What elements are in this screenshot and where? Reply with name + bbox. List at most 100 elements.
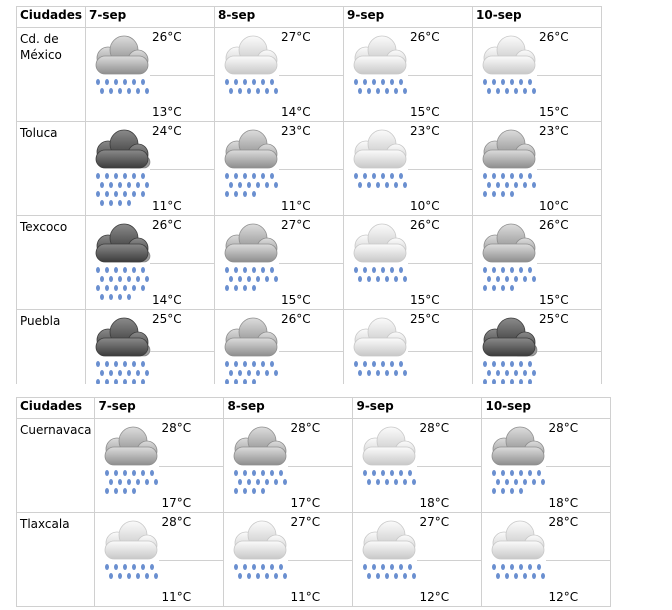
weather-cell xyxy=(343,215,409,310)
raindrop xyxy=(492,470,497,476)
raindrop xyxy=(519,361,524,367)
raindrop xyxy=(528,79,533,85)
city-name: Texcoco xyxy=(15,215,87,310)
city-name: Toluca xyxy=(15,121,87,216)
raindrop xyxy=(487,276,492,282)
raindrop xyxy=(234,564,239,570)
raindrop xyxy=(118,294,123,300)
raindrop xyxy=(492,361,497,367)
raindrop xyxy=(270,564,275,570)
raindrop xyxy=(229,370,234,376)
raindrop xyxy=(136,573,141,579)
raindrop xyxy=(109,182,114,188)
raindrop xyxy=(358,370,363,376)
raindrop xyxy=(270,470,275,476)
raindrop xyxy=(225,361,230,367)
raindrop xyxy=(394,182,399,188)
raindrop xyxy=(100,200,105,206)
raindrop xyxy=(505,88,510,94)
raindrop xyxy=(234,79,239,85)
forecast-table-1: Ciudades 7-sep 8-sep 9-sep 10-sep Cd. de Méxi… xyxy=(15,6,603,397)
raindrop xyxy=(243,79,248,85)
raindrop xyxy=(145,573,150,579)
raindrop xyxy=(238,276,243,282)
raindrop xyxy=(510,173,515,179)
raindrop xyxy=(381,267,386,273)
raindrop xyxy=(532,182,537,188)
raindrop xyxy=(483,79,488,85)
raindrop xyxy=(225,379,230,385)
raindrop xyxy=(354,267,359,273)
raindrop xyxy=(501,488,506,494)
raindrop xyxy=(114,285,119,291)
raindrop xyxy=(252,285,257,291)
temperature-cell: 26°C10°C xyxy=(279,309,345,397)
raindrop xyxy=(109,294,114,300)
raindrop xyxy=(505,276,510,282)
raindrop xyxy=(141,379,146,385)
raindrop xyxy=(145,370,150,376)
raindrop xyxy=(537,564,542,570)
weather-cell xyxy=(214,121,280,216)
weather-cell xyxy=(481,512,547,607)
raindrop xyxy=(123,488,128,494)
raindrop xyxy=(510,379,515,385)
raindrop xyxy=(114,267,119,273)
temperature-cell: 28°C 17°C xyxy=(288,418,354,513)
header-row: Ciudades 7-sep 8-sep 9-sep 10-sep xyxy=(15,397,612,419)
temperature-divider xyxy=(408,350,473,352)
min-temperature: 12°C xyxy=(419,590,450,604)
raindrop xyxy=(109,370,114,376)
raindrop xyxy=(132,488,137,494)
raindrop xyxy=(274,370,279,376)
raindrop xyxy=(234,191,239,197)
raindrop xyxy=(487,182,492,188)
raindrop xyxy=(247,573,252,579)
raindrop xyxy=(243,361,248,367)
raindrop xyxy=(519,79,524,85)
max-temperature: 28°C xyxy=(419,421,450,435)
table-row: Puebla 25°C10°C 26°C10°C 25°C11°C 25°C11°C xyxy=(15,309,603,397)
raindrop xyxy=(372,564,377,570)
header-row: Ciudades 7-sep 8-sep 9-sep 10-sep xyxy=(15,6,603,28)
weather-cell xyxy=(472,27,538,122)
temperature-divider xyxy=(537,168,602,170)
raindrop xyxy=(528,564,533,570)
temperature-cell: 27°C 12°C xyxy=(417,512,483,607)
max-temperature: 27°C xyxy=(419,515,450,529)
raindrop xyxy=(385,573,390,579)
raindrop xyxy=(261,361,266,367)
raindrop xyxy=(265,573,270,579)
max-temperature: 26°C xyxy=(152,218,182,232)
column-header-date: 10-sep xyxy=(472,6,603,28)
raindrop xyxy=(523,370,528,376)
raindrop xyxy=(501,267,506,273)
weather-cell xyxy=(343,27,409,122)
temperature-divider xyxy=(417,465,482,467)
raindrop xyxy=(523,88,528,94)
raindrop xyxy=(118,276,123,282)
raindrop xyxy=(408,470,413,476)
raindrop xyxy=(501,173,506,179)
raindrop xyxy=(367,479,372,485)
raindrop xyxy=(123,173,128,179)
raindrop xyxy=(243,173,248,179)
min-temperature: 13°C xyxy=(152,105,182,119)
raindrop xyxy=(492,564,497,570)
temperature-cell: 23°C 10°C xyxy=(408,121,474,216)
temperature-cell: 25°C11°C xyxy=(537,309,603,397)
raindrop xyxy=(96,79,101,85)
table-row: Toluca 24°C 11°C 23°C 11°C 23°C 10°C 23°C 10°C xyxy=(15,121,603,216)
raindrop xyxy=(403,370,408,376)
raindrop xyxy=(114,564,119,570)
raindrop xyxy=(136,182,141,188)
city-name: Cd. de México xyxy=(15,27,87,122)
weather-cell xyxy=(472,309,538,394)
temperature-divider xyxy=(159,559,224,561)
raindrop xyxy=(483,379,488,385)
raindrop xyxy=(265,182,270,188)
raindrop xyxy=(243,285,248,291)
min-temperature: 12°C xyxy=(548,590,579,604)
raindrop xyxy=(105,79,110,85)
raindrop xyxy=(492,191,497,197)
